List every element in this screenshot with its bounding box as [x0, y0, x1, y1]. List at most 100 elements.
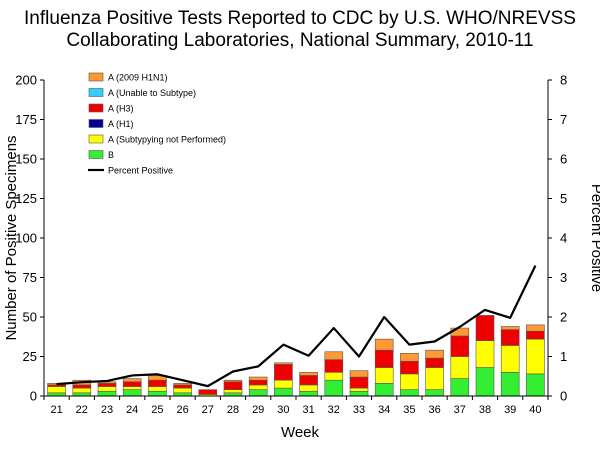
legend-swatch: [88, 150, 104, 159]
bar-segment: [299, 390, 318, 397]
bar-segment: [274, 364, 293, 381]
legend-swatch: [88, 119, 104, 128]
bar-segment: [374, 349, 394, 368]
x-tick-label: 39: [504, 404, 516, 416]
legend-label: Percent Positive: [108, 166, 173, 176]
bar-segment: [450, 335, 470, 357]
y2-tick-label: 2: [560, 310, 567, 325]
y2-tick-label: 1: [560, 349, 567, 364]
bar-segment: [97, 386, 117, 392]
y-tick-label: 150: [15, 152, 37, 167]
bar-stacks: [47, 315, 545, 397]
bar-segment: [400, 360, 419, 375]
x-tick-label: 23: [101, 404, 113, 416]
bar-segment: [425, 389, 444, 397]
bar-segment: [223, 379, 243, 383]
x-tick-label: 27: [202, 404, 214, 416]
bar-segment: [299, 384, 318, 392]
bar-segment: [475, 367, 495, 397]
x-tick-label: 37: [454, 404, 466, 416]
bar-segment: [299, 371, 318, 376]
bar-segment: [72, 387, 92, 394]
bar-segment: [500, 371, 520, 397]
y2-tick-label: 0: [560, 389, 567, 404]
y-tick-label: 100: [15, 231, 37, 246]
bar-segment: [324, 371, 344, 381]
bar-segment: [173, 387, 192, 394]
bar-segment: [122, 389, 142, 397]
percent-line-group: [56, 265, 537, 388]
x-tick-label: 40: [529, 404, 541, 416]
bar-segment: [349, 390, 369, 397]
bar-segment: [475, 340, 495, 368]
x-tick-label: 22: [76, 404, 88, 416]
bar-segment: [173, 384, 192, 389]
bar-segment: [500, 326, 520, 330]
x-tick-label: 26: [176, 404, 188, 416]
bar-segment: [526, 373, 545, 397]
percent-positive-line: [56, 265, 537, 388]
y2-tick-label: 6: [560, 152, 567, 167]
bar-segment: [299, 375, 318, 386]
x-tick-label: 35: [403, 404, 415, 416]
bar-segment: [148, 386, 167, 392]
x-tick-label: 30: [277, 404, 289, 416]
legend: A (2009 H1N1) A (Unable to Subtype) A (H3)…: [88, 73, 226, 176]
bar-segment: [148, 390, 167, 397]
bar-segment: [122, 378, 142, 383]
y2-axis-label: Percent Positive: [588, 184, 600, 292]
bar-segment: [400, 353, 419, 362]
chart-title-line-1: Influenza Positive Tests Reported to CDC…: [24, 8, 576, 29]
bar-segment: [97, 383, 117, 387]
bar-segment: [500, 329, 520, 346]
bar-segment: [374, 367, 394, 384]
bar-segment: [400, 373, 419, 390]
bar-segment: [450, 327, 470, 337]
bar-segment: [248, 384, 268, 390]
bar-segment: [324, 351, 344, 360]
legend-swatch: [88, 103, 104, 113]
legend-label: A (2009 H1N1): [108, 73, 168, 83]
bar-segment: [148, 379, 167, 387]
y2-ticks: 0 1 2 3 4 5 6 7 8: [548, 73, 567, 404]
bar-segment: [173, 383, 192, 386]
x-tick-label: 25: [151, 404, 163, 416]
legend-label: A (H1): [108, 119, 134, 129]
x-tick-label: 29: [252, 404, 264, 416]
y-tick-label: 75: [23, 270, 37, 285]
legend-label: B: [108, 150, 114, 160]
legend-label: A (Subtypying not Performed): [108, 135, 226, 145]
y-tick-label: 125: [15, 191, 37, 206]
bar-segment: [248, 376, 268, 381]
y-tick-label: 25: [23, 349, 37, 364]
bar-segment: [425, 367, 444, 390]
bar-segment: [400, 389, 419, 397]
y-axis-label: Number of Positive Specimens: [3, 135, 20, 340]
bar-segment: [526, 338, 545, 375]
bar-segment: [349, 376, 369, 389]
legend-label: A (Unable to Subtype): [108, 88, 196, 98]
x-ticks: 21 22 23 24 25 26 27 28 29 30 31 32 33 34 35 36 37 38 39 40: [43, 396, 549, 416]
bar-segment: [274, 379, 293, 389]
x-axis-label: Week: [281, 424, 320, 441]
bar-segment: [475, 315, 495, 342]
bar-segment: [248, 389, 268, 397]
bar-segment: [122, 381, 142, 387]
legend-label: A (H3): [108, 104, 134, 114]
bar-segment: [324, 379, 344, 397]
bar-segment: [425, 357, 444, 368]
bar-segment: [47, 386, 66, 394]
x-tick-label: 36: [428, 404, 440, 416]
bar-segment: [374, 383, 394, 397]
bar-segment: [274, 362, 293, 365]
bar-segment: [122, 386, 142, 390]
bar-segment: [526, 324, 545, 332]
legend-swatch: [88, 134, 104, 144]
bar-segment: [148, 375, 167, 381]
bar-segment: [425, 349, 444, 359]
y2-tick-label: 8: [560, 73, 567, 88]
x-tick-label: 33: [353, 404, 365, 416]
bar-segment: [274, 387, 293, 397]
x-tick-label: 28: [227, 404, 239, 416]
